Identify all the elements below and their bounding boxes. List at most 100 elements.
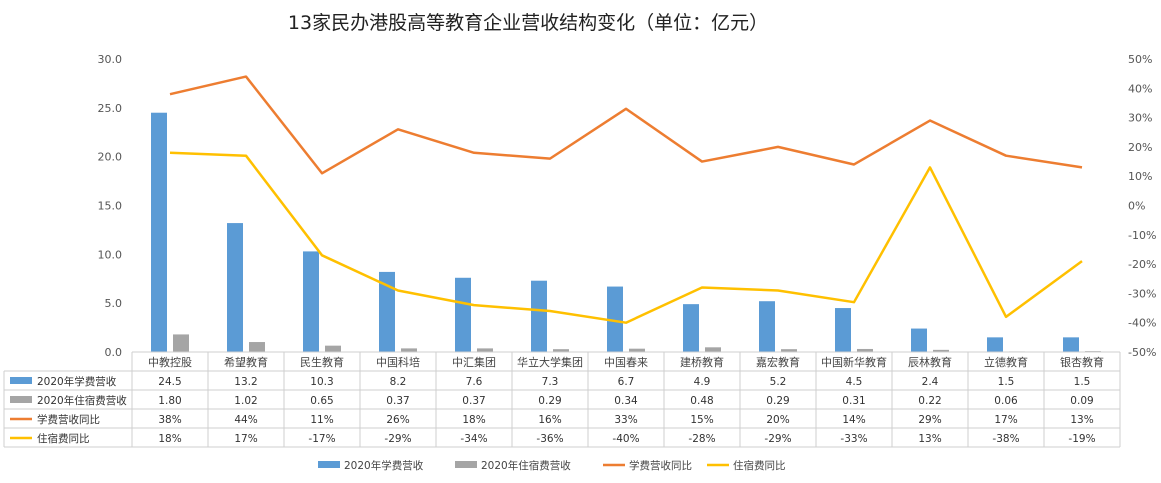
bar-tuition bbox=[303, 251, 319, 352]
table-cell: -36% bbox=[536, 433, 563, 445]
y-right-tick-label: -20% bbox=[1128, 258, 1156, 271]
y-left-tick-label: 15.0 bbox=[98, 200, 123, 213]
bar-tuition bbox=[911, 328, 927, 352]
line-dorm-yoy bbox=[169, 151, 1083, 324]
table-cell: 8.2 bbox=[390, 376, 407, 388]
y-right-tick-label: 0% bbox=[1128, 200, 1145, 213]
line-tuition-yoy bbox=[169, 75, 1083, 175]
y-left-tick-label: 0.0 bbox=[105, 346, 123, 359]
bar-tuition bbox=[227, 223, 243, 352]
category-label: 中国新华教育 bbox=[821, 355, 887, 369]
table-cell: 24.5 bbox=[158, 376, 181, 388]
bar-dorm bbox=[173, 334, 189, 352]
y-right-tick-label: 20% bbox=[1128, 141, 1152, 154]
table-series-name: 住宿费同比 bbox=[37, 432, 90, 445]
category-label: 民生教育 bbox=[300, 355, 344, 369]
bar-dorm bbox=[629, 348, 645, 352]
y-right-tick-label: 30% bbox=[1128, 112, 1152, 125]
table-cell: 0.09 bbox=[1070, 395, 1093, 407]
category-label: 中国春来 bbox=[604, 356, 648, 369]
data-table: 中教控股 希望教育 民生教育 中国科培 中汇集团 华立大学集团 中国春来 建桥教育 嘉宏教育 中国… bbox=[3, 351, 1121, 448]
category-label: 中教控股 bbox=[148, 355, 192, 369]
table-cell: -28% bbox=[688, 433, 715, 445]
table-cell: 18% bbox=[158, 433, 181, 445]
y-right-tick-label: 10% bbox=[1128, 170, 1152, 183]
bar-tuition bbox=[455, 277, 471, 352]
bar-dorm bbox=[857, 348, 873, 352]
table-cell: 13% bbox=[918, 433, 941, 445]
legend-label: 住宿费同比 bbox=[733, 459, 786, 472]
table-cell: -40% bbox=[612, 433, 639, 445]
table-cell: -29% bbox=[384, 433, 411, 445]
bar-tuition bbox=[835, 308, 851, 352]
bar-dorm bbox=[325, 345, 341, 352]
table-cell: 16% bbox=[538, 414, 561, 426]
table-cell: 0.65 bbox=[310, 395, 333, 407]
table-cell: 7.6 bbox=[466, 376, 483, 388]
table-cell: 14% bbox=[842, 414, 865, 426]
bar-dorm bbox=[477, 348, 493, 352]
table-legend-key bbox=[10, 396, 32, 403]
table-cell: 10.3 bbox=[310, 376, 333, 388]
table-cell: 20% bbox=[766, 414, 789, 426]
y-right-tick-label: -10% bbox=[1128, 229, 1156, 242]
category-label: 辰林教育 bbox=[908, 355, 952, 369]
category-label: 华立大学集团 bbox=[517, 355, 583, 369]
table-cell: 29% bbox=[918, 414, 941, 426]
table-cell: 0.34 bbox=[614, 395, 638, 407]
table-cell: 0.37 bbox=[462, 395, 485, 407]
y-left-tick-label: 25.0 bbox=[98, 102, 123, 115]
table-cell: 0.22 bbox=[918, 395, 941, 407]
bars-layer bbox=[151, 112, 1101, 352]
bar-tuition bbox=[531, 280, 547, 352]
table-cell: 0.29 bbox=[538, 395, 561, 407]
table-cell: -33% bbox=[840, 433, 867, 445]
legend-label: 2020年学费营收 bbox=[344, 459, 424, 472]
axes-layer: 0.0 5.0 10.0 15.0 20.0 25.0 30.0 -50% -40% -30% -2… bbox=[98, 53, 1157, 359]
y-right-tick-label: -40% bbox=[1128, 317, 1156, 330]
table-cell: 17% bbox=[234, 433, 257, 445]
bar-tuition bbox=[759, 301, 775, 352]
bar-dorm bbox=[933, 349, 949, 352]
legend-key bbox=[455, 461, 477, 468]
table-cell: 17% bbox=[994, 414, 1017, 426]
category-label: 嘉宏教育 bbox=[756, 355, 800, 369]
table-cell: 1.80 bbox=[158, 395, 181, 407]
bar-dorm bbox=[705, 347, 721, 352]
table-cell: 0.31 bbox=[842, 395, 865, 407]
y-right-tick-label: 40% bbox=[1128, 82, 1152, 95]
y-left-tick-label: 10.0 bbox=[98, 248, 123, 261]
table-cell: 0.06 bbox=[994, 395, 1018, 407]
y-right-tick-label: -30% bbox=[1128, 287, 1156, 300]
table-series-name: 2020年住宿费营收 bbox=[37, 394, 127, 407]
category-label: 中汇集团 bbox=[452, 355, 496, 369]
table-legend-key bbox=[10, 377, 32, 384]
category-label: 立德教育 bbox=[984, 355, 1028, 369]
table-cell: -29% bbox=[764, 433, 791, 445]
y-left-tick-label: 20.0 bbox=[98, 151, 123, 164]
table-cell: 1.5 bbox=[1074, 376, 1091, 388]
y-right-tick-label: 50% bbox=[1128, 53, 1152, 66]
table-cell: 4.9 bbox=[694, 376, 711, 388]
category-label: 中国科培 bbox=[376, 355, 420, 369]
table-cell: 33% bbox=[614, 414, 637, 426]
bar-dorm bbox=[781, 349, 797, 352]
table-cell: -38% bbox=[992, 433, 1019, 445]
table-cell: -19% bbox=[1068, 433, 1095, 445]
table-cell: 0.37 bbox=[386, 395, 409, 407]
legend-label: 2020年住宿费营收 bbox=[481, 459, 571, 472]
chart-title: 13家民办港股高等教育企业营收结构变化（单位：亿元） bbox=[287, 12, 769, 34]
category-label: 银杏教育 bbox=[1060, 355, 1104, 369]
legend-label: 学费营收同比 bbox=[629, 459, 692, 472]
table-cell: 0.29 bbox=[766, 395, 789, 407]
table-cell: 1.02 bbox=[234, 395, 257, 407]
table-cell: 38% bbox=[158, 414, 181, 426]
table-cell: 15% bbox=[690, 414, 713, 426]
bar-tuition bbox=[379, 271, 395, 352]
table-cell: 2.4 bbox=[922, 376, 939, 388]
bar-tuition bbox=[987, 337, 1003, 352]
legend: 2020年学费营收 2020年住宿费营收 学费营收同比 住宿费同比 bbox=[318, 459, 786, 472]
bar-dorm bbox=[401, 348, 417, 352]
table-series-name: 2020年学费营收 bbox=[37, 375, 117, 388]
